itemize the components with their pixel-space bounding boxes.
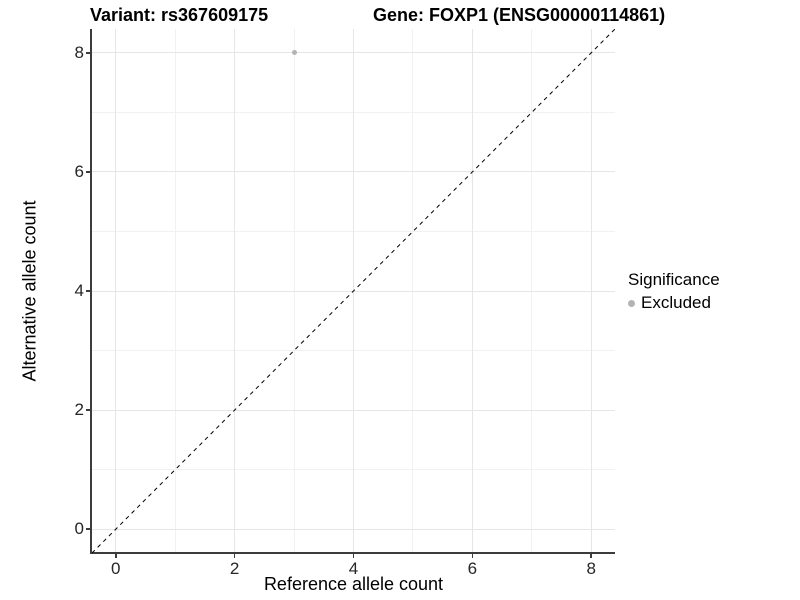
excluded-point-icon <box>628 299 635 307</box>
y-axis-tick <box>86 52 90 54</box>
gridline-y-major <box>92 409 615 411</box>
plot-title-variant: Variant: rs367609175 <box>90 5 269 25</box>
y-axis-title: Alternative allele count <box>19 200 40 382</box>
x-axis-tick <box>590 554 592 558</box>
x-axis-tick-label: 0 <box>111 559 121 578</box>
identity-line-layer <box>92 29 615 553</box>
data-point <box>291 50 297 56</box>
legend-entry-excluded: Excluded <box>628 293 720 313</box>
y-axis-tick <box>86 409 90 411</box>
y-axis-tick <box>86 171 90 173</box>
x-axis-tick-label: 4 <box>348 559 359 578</box>
x-axis-tick <box>115 554 117 558</box>
y-axis-line <box>90 29 92 554</box>
x-axis-tick-label: 6 <box>467 559 478 578</box>
gridline-y-major <box>92 171 615 173</box>
y-axis-tick-label: 4 <box>74 281 84 300</box>
y-axis-tick-label: 6 <box>74 161 84 181</box>
x-axis-tick-label: 8 <box>586 559 596 578</box>
x-axis-line <box>90 552 615 554</box>
legend-title: Significance <box>628 270 720 289</box>
x-axis-tick <box>233 554 236 558</box>
y-axis-tick-label: 0 <box>74 519 84 539</box>
gridline-y-major <box>92 52 615 54</box>
identity-line <box>92 29 615 553</box>
y-axis-tick-label: 2 <box>74 400 84 420</box>
legend-entry-label: Excluded <box>641 293 711 312</box>
x-axis-tick-label: 2 <box>229 559 240 578</box>
x-axis-tick <box>471 554 474 558</box>
gridline-y-major <box>92 528 615 530</box>
plot-title-gene: Gene: FOXP1 (ENSG00000114861) <box>373 5 666 25</box>
x-axis-tick <box>352 554 355 558</box>
y-axis-tick <box>86 528 90 530</box>
y-axis-tick <box>86 290 90 292</box>
legend: Significance Excluded <box>628 270 720 313</box>
y-axis-tick-label: 8 <box>74 42 84 62</box>
x-axis-title: Reference allele count <box>263 574 444 594</box>
